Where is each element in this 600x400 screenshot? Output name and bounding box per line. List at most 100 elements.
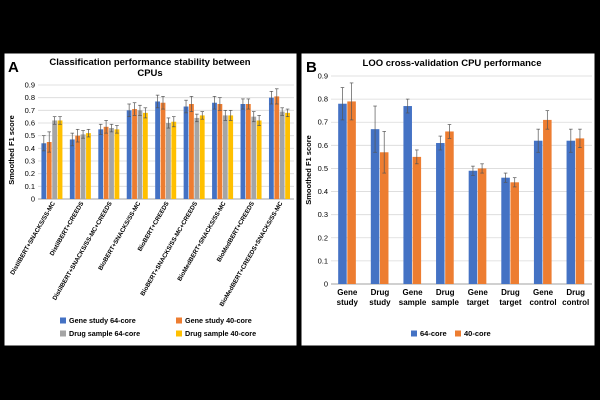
a-bar-gold bbox=[256, 120, 262, 199]
a-bar-gold bbox=[114, 129, 120, 199]
b-bar-orange bbox=[379, 152, 389, 284]
a-bar-gray bbox=[279, 111, 285, 199]
panel-a-y-axis-label: Smoothed F1 score bbox=[7, 115, 16, 185]
a-bar-blue bbox=[41, 143, 47, 199]
panel-a: A Classification performance stability b… bbox=[3, 52, 298, 347]
panel-a-title-line2: CPUs bbox=[137, 68, 162, 79]
b-x-tick-label: control bbox=[562, 298, 589, 307]
b-bar-blue bbox=[501, 177, 510, 284]
a-bar-blue bbox=[240, 104, 246, 199]
a-bar-blue bbox=[212, 102, 217, 199]
a-legend-label: Drug sample 64-core bbox=[69, 329, 140, 338]
b-x-tick-label: Drug bbox=[566, 288, 585, 297]
a-bar-gray bbox=[137, 110, 143, 199]
b-x-tick-label: study bbox=[337, 298, 359, 307]
a-legend-label: Drug sample 40-core bbox=[185, 329, 256, 338]
a-legend-swatch bbox=[176, 317, 182, 324]
a-bar-blue bbox=[98, 129, 104, 199]
a-bar-orange bbox=[217, 104, 223, 199]
a-bar-gray bbox=[222, 115, 228, 199]
a-bar-gray bbox=[52, 120, 58, 199]
a-bar-gold bbox=[285, 112, 290, 199]
b-legend-label: 64-core bbox=[420, 329, 447, 338]
a-legend-label: Gene study 40-core bbox=[185, 316, 252, 325]
panel-b-title: LOO cross-validation CPU performance bbox=[363, 58, 542, 69]
b-x-tick-label: study bbox=[369, 298, 391, 307]
b-bar-blue bbox=[403, 106, 412, 285]
b-x-tick-label: Gene bbox=[533, 288, 554, 297]
a-bar-orange bbox=[274, 96, 280, 199]
a-bar-blue bbox=[155, 101, 160, 199]
a-bar-gray bbox=[109, 128, 114, 199]
b-x-tick-label: Drug bbox=[501, 288, 520, 297]
panel-a-label: A bbox=[8, 59, 19, 76]
a-y-tick-label: 0.3 bbox=[25, 157, 35, 166]
a-bar-gold bbox=[142, 112, 148, 199]
panel-a-frame bbox=[3, 52, 298, 347]
b-bar-blue bbox=[533, 140, 543, 284]
b-bar-orange bbox=[445, 131, 454, 284]
a-y-tick-label: 0 bbox=[31, 195, 35, 204]
a-bar-gray bbox=[194, 117, 200, 199]
b-x-tick-label: sample bbox=[431, 298, 459, 307]
b-y-tick-label: 0.6 bbox=[318, 141, 328, 150]
b-x-tick-label: target bbox=[467, 298, 490, 307]
b-bar-blue bbox=[468, 170, 478, 284]
b-legend-label: 40-core bbox=[464, 329, 491, 338]
panel-a-title-line1: Classification performance stability bet… bbox=[49, 57, 250, 68]
a-bar-orange bbox=[75, 135, 81, 199]
a-bar-blue bbox=[268, 97, 274, 199]
a-y-tick-label: 0.8 bbox=[25, 93, 35, 102]
a-bar-gold bbox=[199, 115, 205, 199]
b-bar-blue bbox=[370, 129, 380, 284]
a-bar-gold bbox=[171, 121, 177, 199]
a-legend-swatch bbox=[176, 330, 182, 337]
b-bar-orange bbox=[575, 138, 585, 284]
a-bar-blue bbox=[126, 110, 132, 199]
a-y-tick-label: 0.5 bbox=[25, 131, 35, 140]
b-y-tick-label: 0.2 bbox=[318, 233, 328, 242]
b-x-tick-label: Drug bbox=[436, 288, 455, 297]
a-legend-label: Gene study 64-core bbox=[69, 316, 136, 325]
b-x-tick-label: sample bbox=[399, 298, 427, 307]
a-y-tick-label: 0.1 bbox=[25, 182, 35, 191]
b-y-tick-label: 0.7 bbox=[318, 118, 328, 127]
a-bar-gray bbox=[251, 116, 257, 199]
a-bar-orange bbox=[46, 142, 52, 199]
b-y-tick-label: 0.1 bbox=[318, 256, 328, 265]
a-bar-gold bbox=[86, 133, 91, 199]
a-y-tick-label: 0.6 bbox=[25, 119, 35, 128]
b-y-tick-label: 0.9 bbox=[318, 72, 328, 81]
b-x-tick-label: control bbox=[530, 298, 557, 307]
a-legend-swatch bbox=[60, 330, 66, 337]
a-y-tick-label: 0.7 bbox=[25, 106, 35, 115]
b-x-tick-label: Gene bbox=[468, 288, 489, 297]
b-x-tick-label: target bbox=[499, 298, 522, 307]
b-y-tick-label: 0.4 bbox=[318, 187, 328, 196]
b-y-tick-label: 0.5 bbox=[318, 164, 328, 173]
b-y-tick-label: 0.3 bbox=[318, 210, 328, 219]
a-bar-blue bbox=[183, 106, 189, 199]
b-bar-orange bbox=[347, 101, 356, 284]
panel-b-y-axis-label: Smoothed F1 score bbox=[304, 135, 313, 205]
a-bar-orange bbox=[103, 126, 109, 199]
a-y-tick-label: 0.9 bbox=[25, 81, 35, 90]
a-y-tick-label: 0.2 bbox=[25, 169, 35, 178]
panel-b-label: B bbox=[306, 59, 317, 76]
b-x-tick-label: Gene bbox=[337, 288, 358, 297]
b-bar-orange bbox=[412, 156, 422, 284]
b-y-tick-label: 0 bbox=[324, 280, 328, 289]
b-bar-orange bbox=[477, 168, 487, 284]
b-bar-orange bbox=[543, 119, 552, 285]
a-bar-gray bbox=[166, 123, 171, 199]
b-bar-orange bbox=[510, 182, 519, 284]
a-bar-gold bbox=[57, 120, 63, 199]
a-y-tick-label: 0.4 bbox=[25, 144, 35, 153]
a-bar-orange bbox=[160, 102, 166, 199]
b-bar-blue bbox=[338, 103, 347, 284]
a-legend-swatch bbox=[60, 317, 66, 324]
a-bar-orange bbox=[132, 109, 137, 199]
b-legend-swatch bbox=[411, 330, 417, 337]
b-x-tick-label: Drug bbox=[371, 288, 390, 297]
